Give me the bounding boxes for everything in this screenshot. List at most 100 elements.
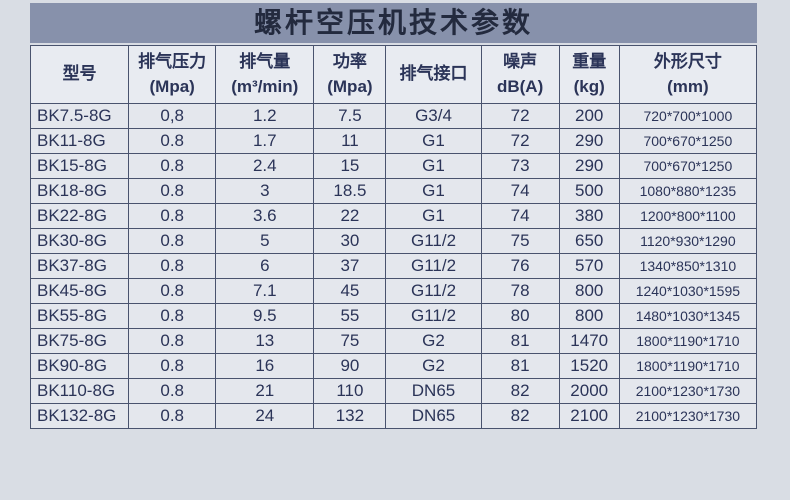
table-cell: 5 xyxy=(215,228,315,254)
column-header: 型号 xyxy=(29,45,130,104)
model-cell: BK45-8G xyxy=(29,278,130,304)
table-cell: 3.6 xyxy=(215,203,315,229)
table-cell: 0.8 xyxy=(128,378,217,404)
table-row: BK30-8G 0.8 5 30 G11/2 75 650 1120*930*1290 xyxy=(29,228,758,254)
table-cell: 1080*880*1235 xyxy=(618,178,758,204)
column-header-unit: (Mpa) xyxy=(327,76,373,96)
column-header-unit: (kg) xyxy=(573,76,605,96)
table-row: BK15-8G 0.8 2.4 15 G1 73 290 700*670*1250 xyxy=(29,153,758,179)
table-cell: 21 xyxy=(215,378,315,404)
column-header-unit: (Mpa) xyxy=(149,76,195,96)
header-row: 型号 排气压力 (Mpa) 排气量 (m³/min) 功率 (Mpa) 排气接口 噪声 dB(A)… xyxy=(29,45,758,104)
table-cell: 72 xyxy=(480,128,560,154)
table-cell: 0.8 xyxy=(128,228,217,254)
table-cell: 6 xyxy=(215,253,315,279)
column-header-label: 型号 xyxy=(62,64,97,84)
table-cell: 0.8 xyxy=(128,353,217,379)
table-cell: 0.8 xyxy=(128,328,217,354)
column-header-label: 重量 xyxy=(572,51,607,71)
column-header-label: 噪声 xyxy=(503,51,538,71)
table-cell: 1800*1190*1710 xyxy=(618,353,758,379)
table-cell: G2 xyxy=(385,353,482,379)
table-row: BK22-8G 0.8 3.6 22 G1 74 380 1200*800*1100 xyxy=(29,203,758,229)
model-cell: BK15-8G xyxy=(29,153,130,179)
table-cell: 0.8 xyxy=(128,278,217,304)
spec-table-panel: 螺杆空压机技术参数 型号 排气压力 (Mpa) 排气量 (m³/min) 功率 (Mpa) 排… xyxy=(29,3,758,429)
table-cell: 650 xyxy=(558,228,620,254)
table-cell: 13 xyxy=(215,328,315,354)
table-row: BK132-8G 0.8 24 132 DN65 82 2100 2100*1230*1730 xyxy=(29,403,758,429)
table-cell: 30 xyxy=(313,228,387,254)
model-cell: BK55-8G xyxy=(29,303,130,329)
table-cell: 1800*1190*1710 xyxy=(618,328,758,354)
table-cell: 570 xyxy=(558,253,620,279)
table-row: BK11-8G 0.8 1.7 11 G1 72 290 700*670*1250 xyxy=(29,128,758,154)
table-cell: 7.5 xyxy=(313,103,387,129)
table-row: BK55-8G 0.8 9.5 55 G11/2 80 800 1480*1030*1345 xyxy=(29,303,758,329)
table-cell: 78 xyxy=(480,278,560,304)
table-cell: G11/2 xyxy=(385,278,482,304)
table-cell: G11/2 xyxy=(385,228,482,254)
table-cell: 1520 xyxy=(558,353,620,379)
table-cell: 1480*1030*1345 xyxy=(618,303,758,329)
table-cell: 2100*1230*1730 xyxy=(618,403,758,429)
table-cell: 16 xyxy=(215,353,315,379)
table-cell: 500 xyxy=(558,178,620,204)
model-cell: BK110-8G xyxy=(29,378,130,404)
table-cell: 7.1 xyxy=(215,278,315,304)
table-cell: 720*700*1000 xyxy=(618,103,758,129)
table-cell: 800 xyxy=(558,278,620,304)
spec-table: 型号 排气压力 (Mpa) 排气量 (m³/min) 功率 (Mpa) 排气接口 噪声 dB(A)… xyxy=(29,45,758,429)
table-cell: G1 xyxy=(385,128,482,154)
table-cell: 0.8 xyxy=(128,178,217,204)
table-cell: 380 xyxy=(558,203,620,229)
table-cell: 22 xyxy=(313,203,387,229)
table-cell: 1470 xyxy=(558,328,620,354)
table-cell: 73 xyxy=(480,153,560,179)
table-cell: 0,8 xyxy=(128,103,217,129)
table-cell: 74 xyxy=(480,203,560,229)
table-cell: 18.5 xyxy=(313,178,387,204)
column-header-unit: dB(A) xyxy=(496,76,544,96)
column-header-label: 功率 xyxy=(332,51,367,71)
column-header: 噪声 dB(A) xyxy=(480,45,560,104)
column-header: 排气量 (m³/min) xyxy=(215,45,315,104)
table-cell: 0.8 xyxy=(128,303,217,329)
table-cell: 800 xyxy=(558,303,620,329)
table-row: BK37-8G 0.8 6 37 G11/2 76 570 1340*850*1310 xyxy=(29,253,758,279)
table-cell: 0.8 xyxy=(128,253,217,279)
table-body: BK7.5-8G 0,8 1.2 7.5 G3/4 72 200 720*700*1000 BK… xyxy=(29,103,758,429)
model-cell: BK75-8G xyxy=(29,328,130,354)
table-row: BK75-8G 0.8 13 75 G2 81 1470 1800*1190*1710 xyxy=(29,328,758,354)
column-header-label: 外形尺寸 xyxy=(653,51,722,71)
table-cell: 2.4 xyxy=(215,153,315,179)
model-cell: BK7.5-8G xyxy=(29,103,130,129)
table-cell: 0.8 xyxy=(128,403,217,429)
model-cell: BK37-8G xyxy=(29,253,130,279)
table-cell: 110 xyxy=(313,378,387,404)
table-cell: 290 xyxy=(558,153,620,179)
table-cell: G2 xyxy=(385,328,482,354)
column-header-label: 排气压力 xyxy=(138,51,207,71)
table-cell: 15 xyxy=(313,153,387,179)
table-cell: 0.8 xyxy=(128,203,217,229)
table-cell: G1 xyxy=(385,178,482,204)
table-header: 型号 排气压力 (Mpa) 排气量 (m³/min) 功率 (Mpa) 排气接口 噪声 dB(A)… xyxy=(29,45,758,104)
column-header-label: 排气量 xyxy=(239,51,291,71)
table-cell: 0.8 xyxy=(128,153,217,179)
table-row: BK18-8G 0.8 3 18.5 G1 74 500 1080*880*1235 xyxy=(29,178,758,204)
table-cell: G1 xyxy=(385,203,482,229)
table-cell: 2000 xyxy=(558,378,620,404)
table-cell: 74 xyxy=(480,178,560,204)
column-header-label: 排气接口 xyxy=(399,64,468,84)
model-cell: BK11-8G xyxy=(29,128,130,154)
table-row: BK45-8G 0.8 7.1 45 G11/2 78 800 1240*1030*1595 xyxy=(29,278,758,304)
table-row: BK90-8G 0.8 16 90 G2 81 1520 1800*1190*1710 xyxy=(29,353,758,379)
table-cell: 55 xyxy=(313,303,387,329)
column-header: 排气接口 xyxy=(385,45,482,104)
table-cell: 1340*850*1310 xyxy=(618,253,758,279)
table-cell: 3 xyxy=(215,178,315,204)
table-cell: 76 xyxy=(480,253,560,279)
column-header: 功率 (Mpa) xyxy=(313,45,387,104)
table-cell: 1200*800*1100 xyxy=(618,203,758,229)
